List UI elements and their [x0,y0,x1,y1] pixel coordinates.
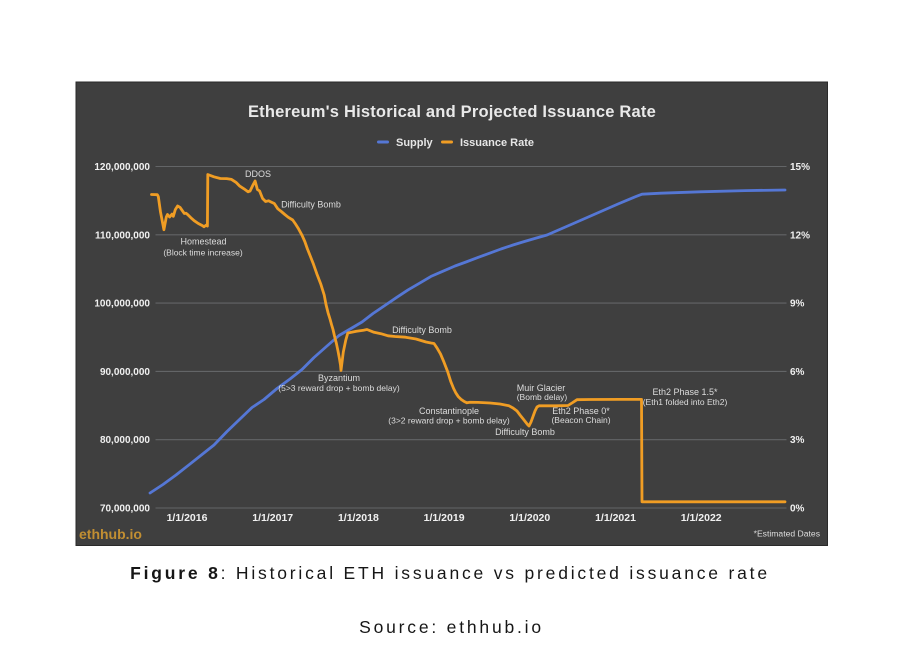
svg-text:70,000,000: 70,000,000 [100,504,150,515]
svg-text:(3>2 reward drop + bomb delay): (3>2 reward drop + bomb delay) [388,416,510,426]
svg-text:Supply: Supply [396,137,434,149]
svg-text:Figure 8: Historical ETH issua: Figure 8: Historical ETH issuance vs pre… [130,563,770,583]
svg-text:100,000,000: 100,000,000 [94,299,150,310]
svg-text:Difficulty Bomb: Difficulty Bomb [392,325,452,335]
svg-text:120,000,000: 120,000,000 [94,162,150,173]
svg-text:Difficulty Bomb: Difficulty Bomb [281,200,341,210]
svg-text:Homestead: Homestead [180,237,226,247]
svg-text:DDOS: DDOS [245,169,271,179]
svg-text:Eth2 Phase 0*: Eth2 Phase 0* [552,406,610,416]
svg-text:(Eth1 folded into Eth2): (Eth1 folded into Eth2) [643,397,728,407]
svg-text:(5>3 reward drop + bomb delay): (5>3 reward drop + bomb delay) [278,383,400,393]
svg-text:1/1/2020: 1/1/2020 [509,512,550,524]
svg-text:ethhub.io: ethhub.io [79,526,142,542]
svg-text:Muir Glacier: Muir Glacier [517,383,566,393]
svg-text:6%: 6% [790,367,805,378]
svg-text:Difficulty Bomb: Difficulty Bomb [495,427,555,437]
svg-text:1/1/2017: 1/1/2017 [252,512,293,524]
svg-text:1/1/2021: 1/1/2021 [595,512,636,524]
svg-text:0%: 0% [790,504,805,515]
svg-text:Constantinople: Constantinople [419,406,479,416]
svg-text:90,000,000: 90,000,000 [100,367,150,378]
svg-text:3%: 3% [790,435,805,446]
svg-text:1/1/2018: 1/1/2018 [338,512,379,524]
svg-text:Eth2 Phase 1.5*: Eth2 Phase 1.5* [652,387,718,397]
svg-text:9%: 9% [790,299,805,310]
svg-text:(Bomb delay): (Bomb delay) [517,392,568,402]
svg-text:Issuance Rate: Issuance Rate [460,137,534,149]
svg-text:1/1/2019: 1/1/2019 [424,512,465,524]
svg-text:(Beacon Chain): (Beacon Chain) [551,415,610,425]
svg-text:1/1/2016: 1/1/2016 [167,512,208,524]
svg-text:*Estimated Dates: *Estimated Dates [754,529,820,539]
svg-text:Byzantium: Byzantium [318,373,360,383]
svg-text:80,000,000: 80,000,000 [100,435,150,446]
svg-text:Source: ethhub.io: Source: ethhub.io [359,617,544,637]
svg-text:(Block time increase): (Block time increase) [163,248,243,258]
svg-text:110,000,000: 110,000,000 [95,230,150,241]
svg-text:12%: 12% [790,230,810,241]
svg-text:15%: 15% [790,162,810,173]
svg-text:1/1/2022: 1/1/2022 [681,512,722,524]
svg-text:Ethereum's Historical and Proj: Ethereum's Historical and Projected Issu… [248,103,656,121]
